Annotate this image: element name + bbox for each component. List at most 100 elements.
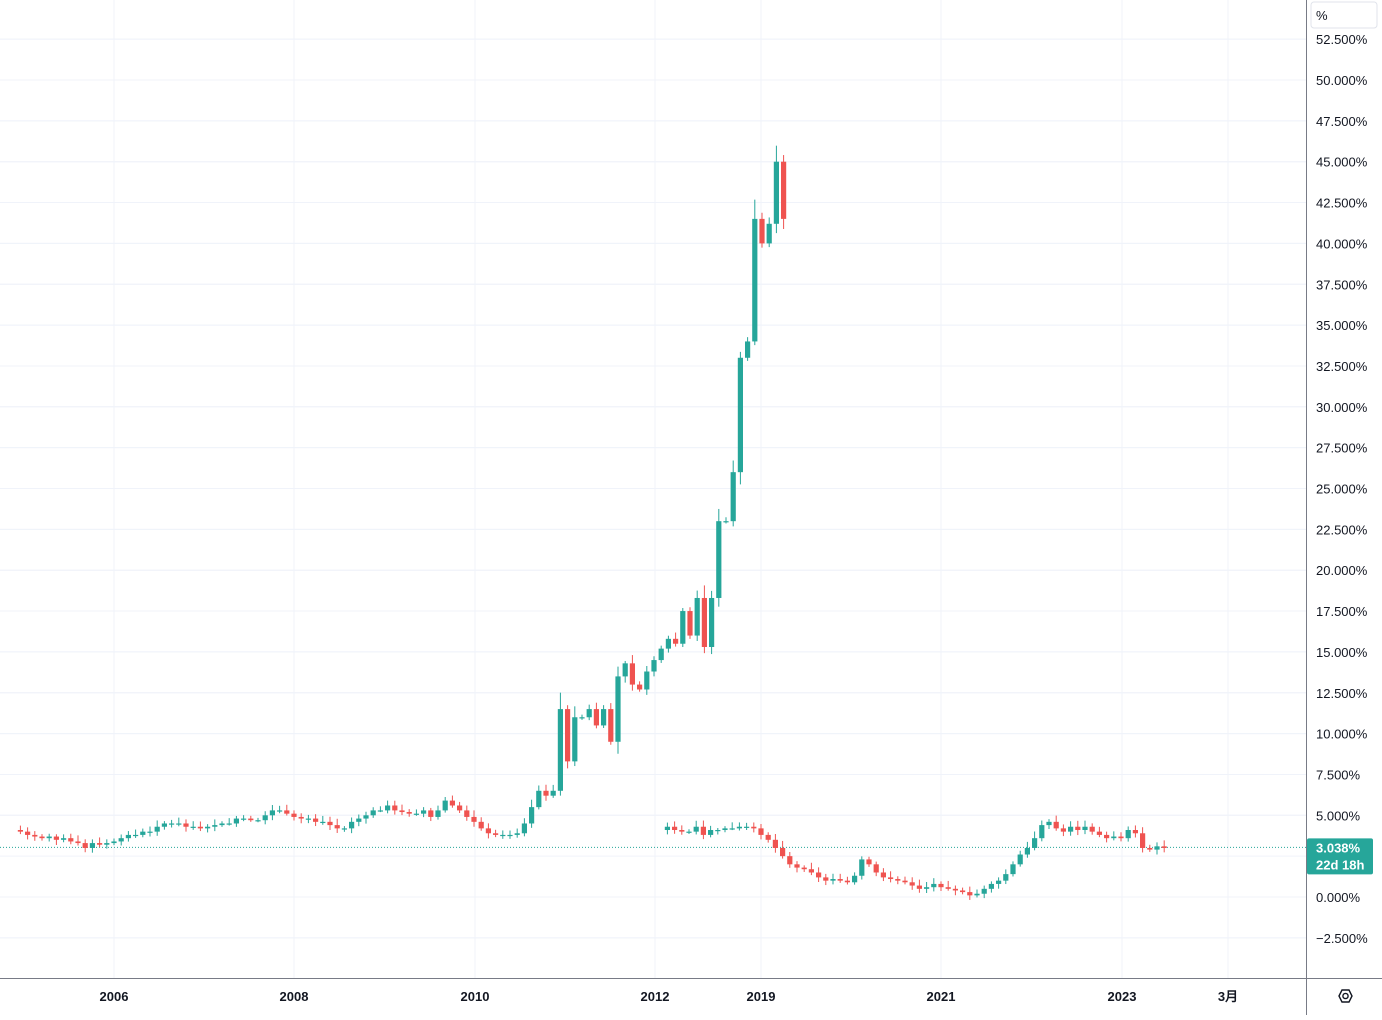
candle-body <box>485 828 491 834</box>
candle-body <box>377 810 383 812</box>
candle-body <box>844 880 850 883</box>
auto-scale-settings-icon <box>1338 989 1353 1003</box>
x-tick-label: 2008 <box>280 989 309 1004</box>
unit-label-box <box>1310 1 1378 29</box>
candle-body <box>601 709 607 726</box>
candle-body <box>730 472 736 522</box>
y-tick-label: 52.500% <box>1316 32 1368 47</box>
candle-body <box>830 879 836 881</box>
candle-body <box>859 859 865 876</box>
candle-body <box>1096 831 1102 835</box>
candle-body <box>680 611 686 644</box>
candle-body <box>543 790 549 796</box>
y-tick-label: 5.000% <box>1316 808 1361 823</box>
candle-body <box>773 161 779 224</box>
y-tick-label: 0.000% <box>1316 890 1361 905</box>
candle-body <box>909 882 915 886</box>
y-axis-labels[interactable]: 52.500% 50.000% 47.500% 45.000% 42.500% 40.00… <box>1310 1 1378 946</box>
candle-body <box>413 813 419 815</box>
candle-body <box>837 879 843 881</box>
candle-body <box>75 841 81 844</box>
candle-body <box>241 818 247 820</box>
candle-body <box>766 223 772 244</box>
y-tick-label: 50.000% <box>1316 73 1368 88</box>
candle-body <box>341 828 347 830</box>
candle-body <box>1132 830 1138 834</box>
candle-body <box>873 864 879 873</box>
candle-body <box>924 887 930 889</box>
candle-body <box>1017 854 1023 865</box>
candle-body <box>960 890 966 893</box>
candle-body <box>61 838 67 840</box>
candle-body <box>219 823 225 826</box>
candle-body <box>1024 847 1030 855</box>
candle-body <box>916 885 922 889</box>
current-price-badge: 3.038% 22d 18h <box>1307 838 1373 875</box>
candle-body <box>644 671 650 690</box>
y-tick-label: 22.500% <box>1316 522 1368 537</box>
settings-button[interactable] <box>1332 985 1360 1009</box>
current-price-value: 3.038% <box>1316 840 1361 855</box>
candle-body <box>529 807 535 824</box>
candle-body <box>664 826 670 831</box>
candle-body <box>1154 846 1160 850</box>
candle-body <box>780 847 786 857</box>
candle-body <box>1161 846 1167 848</box>
candle-body <box>1075 826 1081 831</box>
candle-body <box>593 709 599 726</box>
candle-body <box>700 826 706 835</box>
candle-body <box>521 823 527 834</box>
candle-body <box>183 823 189 827</box>
candle-body <box>1140 833 1146 848</box>
x-tick-label: 2019 <box>747 989 776 1004</box>
candle-body <box>1003 874 1009 881</box>
bar-countdown: 22d 18h <box>1316 857 1364 872</box>
candle-body <box>305 818 311 820</box>
candle-body <box>457 805 463 811</box>
candle-body <box>493 833 499 835</box>
candle-body <box>694 597 700 636</box>
candle-body <box>291 813 297 817</box>
candle-body <box>399 810 405 813</box>
candle-body <box>406 812 412 814</box>
candle-body <box>370 810 376 816</box>
candle-body <box>464 810 470 817</box>
candle-body <box>140 831 146 835</box>
y-tick-label: 30.000% <box>1316 400 1368 415</box>
candle-body <box>327 821 333 826</box>
candle-body <box>269 810 275 816</box>
y-tick-label: 12.500% <box>1316 686 1368 701</box>
candle-body <box>701 597 707 647</box>
candle-body <box>197 826 203 829</box>
candle-body <box>154 826 160 832</box>
candle-body <box>723 521 729 523</box>
candle-body <box>421 810 427 814</box>
candle-body <box>334 825 340 829</box>
candle-body <box>967 892 973 896</box>
candle-body <box>233 818 239 824</box>
x-axis-labels[interactable]: 2006 2008 2010 2012 2019 2021 2023 3月 <box>100 989 1239 1004</box>
settings-icon-center <box>1342 992 1349 1000</box>
candle-body <box>816 872 822 878</box>
candle-body <box>147 831 153 833</box>
candle-body <box>693 826 699 832</box>
candle-body <box>715 830 721 832</box>
y-tick-label: 40.000% <box>1316 236 1368 251</box>
candle-body <box>169 823 175 825</box>
candle-body <box>736 826 742 829</box>
candle-body <box>737 357 743 473</box>
y-tick-label: −2.500% <box>1316 931 1368 946</box>
candle-body <box>852 875 858 883</box>
candle-body <box>1053 821 1059 829</box>
candle-body <box>1039 825 1045 839</box>
candle-body <box>1032 838 1038 848</box>
candle-body <box>262 815 268 821</box>
candle-body <box>622 663 628 677</box>
candle-body <box>68 838 74 842</box>
candle-body <box>435 810 441 817</box>
candle-body <box>176 823 182 825</box>
candle-body <box>550 790 556 796</box>
